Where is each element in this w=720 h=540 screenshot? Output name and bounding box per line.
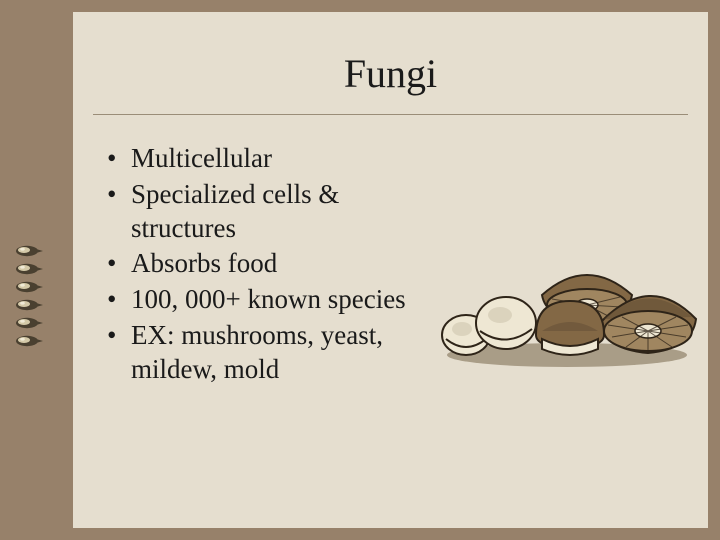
- bullet-list: MulticellularSpecialized cells & structu…: [101, 142, 421, 388]
- bullet-item: Specialized cells & structures: [101, 178, 421, 246]
- side-bullet-icon: [15, 244, 45, 258]
- bullet-item: EX: mushrooms, yeast, mildew, mold: [101, 319, 421, 387]
- title-underline: [93, 114, 688, 115]
- bullet-item: 100, 000+ known species: [101, 283, 421, 317]
- bullet-item: Absorbs food: [101, 247, 421, 281]
- decorative-side-bullets: [15, 244, 55, 352]
- mushroom-illustration: [432, 227, 702, 372]
- side-bullet-icon: [15, 316, 45, 330]
- side-bullet-icon: [15, 280, 45, 294]
- side-bullet-icon: [15, 262, 45, 276]
- slide-body: Fungi MulticellularSpecialized cells & s…: [73, 12, 708, 528]
- side-bullet-icon: [15, 334, 45, 348]
- slide-title: Fungi: [73, 12, 708, 107]
- side-bullet-icon: [15, 298, 45, 312]
- bullet-item: Multicellular: [101, 142, 421, 176]
